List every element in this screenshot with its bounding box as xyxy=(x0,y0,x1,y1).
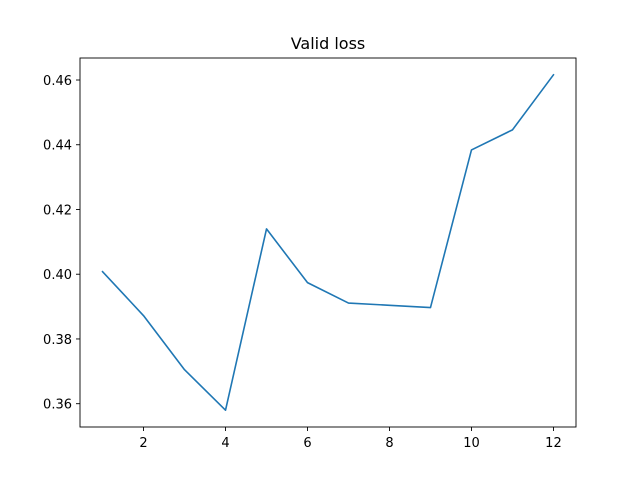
y-tick-label: 0.44 xyxy=(43,139,72,154)
y-tick-label: 0.46 xyxy=(43,74,72,89)
x-tick-label: 10 xyxy=(463,436,480,451)
y-tick-label: 0.42 xyxy=(43,203,72,218)
plot-area: 2 4 6 8 10 12 0.36 0.38 0.40 0.42 0.44 0.46 xyxy=(43,57,577,451)
x-tick-label: 4 xyxy=(221,436,229,451)
chart-title: Valid loss xyxy=(291,34,366,53)
y-tick-label: 0.38 xyxy=(43,333,72,348)
y-tick-label: 0.36 xyxy=(43,398,72,413)
series-line-1 xyxy=(101,73,555,411)
x-tick-label: 6 xyxy=(303,436,311,451)
x-tick-label: 12 xyxy=(545,436,562,451)
axes-frame xyxy=(79,57,577,428)
x-tick-label: 2 xyxy=(139,436,147,451)
x-tick-label: 8 xyxy=(385,436,393,451)
y-tick-label: 0.40 xyxy=(43,268,72,283)
